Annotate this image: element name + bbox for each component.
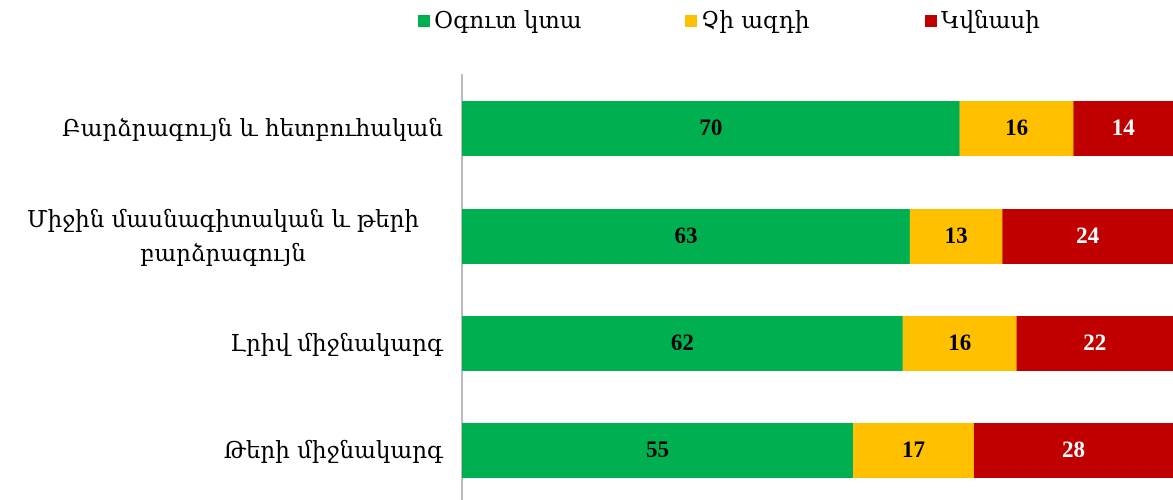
category-label-box: Միջին մասնագիտական և թերի բարձրագույն (3, 182, 443, 292)
legend-item: Չի ազդի (685, 8, 809, 34)
category-label: Միջին մասնագիտական և թերի բարձրագույն (26, 206, 420, 267)
legend-item: Կվնասի (925, 8, 1040, 34)
value-label: 24 (1076, 223, 1100, 248)
bar-segment (909, 209, 1003, 264)
bar-segment (973, 423, 1173, 478)
category-label-box: Թերի միջնակարգ (224, 396, 443, 500)
bar-segment (462, 209, 910, 264)
value-label: 13 (945, 223, 968, 248)
value-label: 70 (699, 115, 722, 140)
value-label: 22 (1083, 330, 1106, 355)
legend-swatch (685, 15, 697, 27)
bar-segment (853, 423, 974, 478)
legend-label: Օգուտ կտա (434, 8, 582, 34)
bar-segment (462, 101, 960, 156)
value-label: 62 (671, 330, 694, 355)
legend-label: Չի ազդի (701, 8, 810, 34)
bar-segment (462, 423, 854, 478)
category-label-box: Լրիվ միջնակարգ (230, 289, 443, 399)
value-label: 63 (674, 223, 697, 248)
value-label: 16 (1005, 115, 1028, 140)
legend-swatch (418, 15, 430, 27)
value-label: 55 (646, 437, 669, 462)
legend-swatch (925, 15, 937, 27)
legend-label: Կվնասի (941, 8, 1040, 34)
bar-segment (1016, 316, 1173, 371)
category-label: Լրիվ միջնակարգ (230, 330, 443, 357)
category-label: Բարձրագույն և հետբուհական (62, 115, 443, 142)
bar-segment (1073, 101, 1173, 156)
bar-segment (959, 101, 1074, 156)
value-label: 17 (902, 437, 925, 462)
legend-item: Օգուտ կտա (418, 8, 582, 34)
value-label: 16 (948, 330, 971, 355)
category-label: Թերի միջնակարգ (223, 437, 443, 464)
bar-segment (462, 316, 903, 371)
bar-segment (1002, 209, 1173, 264)
bar-segment (902, 316, 1017, 371)
value-label: 28 (1062, 437, 1085, 462)
value-label: 14 (1112, 115, 1136, 140)
category-label-box: Բարձրագույն և հետբուհական (62, 74, 443, 184)
